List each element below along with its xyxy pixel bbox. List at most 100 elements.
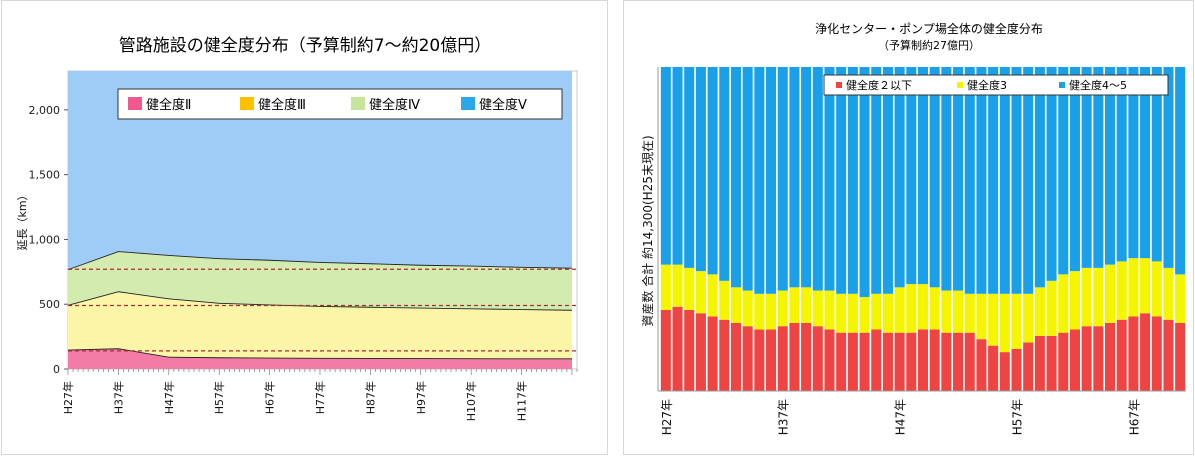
bar-segment	[1081, 326, 1092, 391]
bar-segment	[660, 310, 671, 391]
legend-label: 健全度２以下	[846, 78, 912, 92]
bar-segment	[953, 290, 964, 333]
bar-segment	[801, 322, 812, 391]
bar-segment	[976, 293, 987, 340]
legend-label: 健全度Ⅲ	[258, 97, 306, 113]
chart-subtitle: （予算制約27億円）	[878, 38, 980, 52]
bar-segment	[1046, 335, 1057, 391]
bar-segment	[917, 67, 929, 285]
bar-segment	[836, 332, 847, 391]
x-tick-label: H107年	[464, 381, 478, 421]
bar-segment	[812, 290, 823, 327]
x-tick-label: H37年	[777, 399, 791, 435]
bar-segment	[871, 67, 882, 294]
bar-segment	[1128, 67, 1139, 259]
bar-segment	[1116, 261, 1127, 320]
bar-segment	[707, 67, 718, 275]
x-tick-label: H77年	[313, 381, 327, 414]
bar-segment	[707, 274, 718, 317]
bar-segment	[707, 316, 718, 391]
legend-swatch	[836, 82, 842, 88]
bar-segment	[1023, 67, 1034, 294]
bar-segment	[777, 67, 788, 291]
x-tick-label: H27年	[660, 399, 674, 435]
bar-segment	[917, 329, 929, 391]
bar-segment	[1058, 67, 1069, 275]
bar-segment	[976, 67, 987, 294]
legend-box	[823, 74, 1169, 96]
bar-segment	[777, 326, 788, 391]
bar-segment	[1034, 335, 1045, 391]
bar-segment	[882, 293, 893, 333]
bar-segment	[1105, 67, 1116, 265]
bar-segment	[672, 264, 683, 307]
x-tick-label: H97年	[414, 381, 428, 414]
bar-segment	[660, 264, 671, 310]
bar-segment	[1105, 264, 1116, 323]
legend-label: 健全度3	[967, 78, 1007, 92]
bar-segment	[695, 271, 706, 314]
bar-segment	[999, 352, 1010, 391]
bar-segment	[836, 67, 847, 294]
bar-segment	[1011, 348, 1022, 391]
y-axis-label: 延長（km）	[16, 189, 29, 250]
bar-segment	[847, 293, 858, 333]
bar-segment	[929, 329, 940, 391]
bar-segment	[847, 332, 858, 391]
bar-segment	[789, 287, 800, 323]
bar-segment	[1151, 261, 1162, 317]
bar-segment	[789, 67, 800, 288]
bar-segment	[929, 287, 940, 330]
legend-box	[117, 88, 563, 120]
bar-segment	[976, 339, 987, 391]
bar-segment	[1140, 258, 1151, 314]
bar-segment	[871, 329, 882, 391]
bar-segment	[1116, 67, 1127, 262]
x-tick-label: H37年	[111, 381, 125, 414]
bar-segment	[695, 313, 706, 391]
bar-segment	[1034, 67, 1045, 288]
bar-segment	[999, 67, 1010, 294]
bar-segment	[906, 332, 917, 391]
legend-label: 健全度4～5	[1069, 78, 1127, 92]
bar-segment	[824, 67, 835, 291]
x-tick-label: H27年	[61, 381, 75, 414]
y-tick-label: 1,000	[29, 233, 61, 246]
y-tick-label: 0	[53, 363, 60, 376]
bar-segment	[742, 290, 753, 327]
x-tick-label: H47年	[162, 381, 176, 414]
y-tick-label: 2,000	[29, 104, 61, 117]
bar-segment	[742, 67, 753, 291]
bar-segment	[1175, 67, 1186, 275]
bar-segment	[1140, 67, 1151, 259]
bar-segment	[1058, 332, 1069, 391]
bar-segment	[660, 67, 671, 265]
bar-segment	[964, 332, 975, 391]
x-tick-label: H47年	[894, 399, 908, 435]
bar-segment	[1011, 67, 1022, 294]
bar-segment	[672, 67, 683, 265]
bar-segment	[964, 293, 975, 333]
left-area-chart: 管路施設の健全度分布（予算制約7～約20億円） 0 500 1,000 1,500 2,0…	[16, 36, 578, 421]
bar-segment	[1034, 287, 1045, 336]
bar-segment	[824, 290, 835, 330]
bar-segment	[988, 293, 999, 346]
bar-segment	[1140, 313, 1151, 391]
bar-segment	[1093, 267, 1104, 327]
bar-segment	[1081, 267, 1092, 327]
bar-segment	[941, 67, 952, 291]
bar-segment	[812, 326, 823, 391]
bar-segment	[894, 67, 905, 288]
bar-segment	[894, 332, 905, 391]
right-stacked-bar-chart: 浄化センター・ポンプ場全体の健全度分布 （予算制約27億円） 資産数 合計 約14,…	[640, 21, 1186, 435]
bar-segment	[777, 290, 788, 327]
area-5	[68, 71, 572, 270]
bar-segment	[894, 287, 905, 333]
bar-segment	[742, 326, 753, 391]
x-tick-label: H87年	[363, 381, 377, 414]
chart-title: 浄化センター・ポンプ場全体の健全度分布	[815, 21, 1043, 36]
x-tick-label: H57年	[1011, 399, 1025, 435]
bar-segment	[754, 293, 765, 330]
bar-segment	[730, 322, 741, 391]
left-chart-panel: 管路施設の健全度分布（予算制約7～約20億円） 0 500 1,000 1,500 2,0…	[1, 0, 608, 455]
